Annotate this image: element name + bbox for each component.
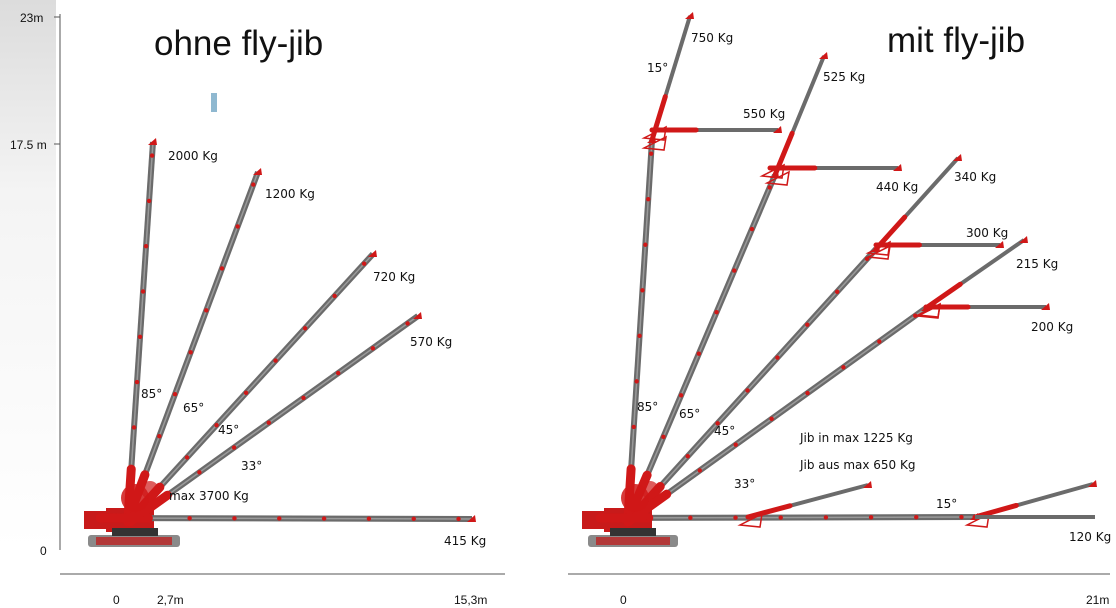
- jib-angle-label: 15°: [647, 61, 668, 75]
- x-label: 15,3m: [454, 593, 487, 607]
- angle-label-15: 15°: [936, 497, 957, 511]
- angle-label-33: 33°: [734, 477, 755, 491]
- jib-load-label-65: 525 Kg: [823, 70, 865, 84]
- jib-load-label-45: 340 Kg: [954, 170, 996, 184]
- load-label-15: 120 Kg: [1069, 530, 1111, 544]
- x-label: 21m: [1086, 593, 1109, 607]
- panel-title: ohne fly-jib: [154, 24, 323, 63]
- angle-label-85: 85°: [637, 400, 658, 414]
- jib-long-15deg: [964, 480, 1097, 528]
- jib-85-0deg: [641, 125, 782, 141]
- jib-load-label-33: 215 Kg: [1016, 257, 1058, 271]
- y-axis-shade: [0, 0, 56, 550]
- load-label-0: 415 Kg: [444, 534, 486, 548]
- x-label: 0: [113, 593, 120, 607]
- angle-label-33: 33°: [241, 459, 262, 473]
- panel-title: mit fly-jib: [887, 21, 1025, 60]
- note-max-load: max 3700 Kg: [169, 489, 249, 503]
- panel-mit-fly-jib: mit fly-jib 0 21m 750 Kg 15° 550 Kg 525 …: [568, 12, 1111, 607]
- boom-65: [623, 171, 779, 525]
- angle-label-65: 65°: [183, 401, 204, 415]
- x-label: 2,7m: [157, 593, 184, 607]
- panel-ohne-fly-jib: ohne fly-jib 23m 17.5 m 0 0 2,7m 15,3m 2…: [10, 11, 505, 607]
- load-label-65: 440 Kg: [876, 180, 918, 194]
- x-label: 0: [620, 593, 627, 607]
- note-jib-aus: Jib aus max 650 Kg: [799, 458, 916, 472]
- angle-label-85: 85°: [141, 387, 162, 401]
- boom-0: [95, 513, 476, 523]
- load-label-45: 300 Kg: [966, 226, 1008, 240]
- angle-label-65: 65°: [679, 407, 700, 421]
- y-label-zero: 0: [40, 544, 47, 558]
- boom-45: [123, 250, 377, 527]
- load-label-33: 570 Kg: [410, 335, 452, 349]
- note-jib-in: Jib in max 1225 Kg: [799, 431, 913, 445]
- load-label-45: 720 Kg: [373, 270, 415, 284]
- load-label-65: 1200 Kg: [265, 187, 315, 201]
- angle-label-45: 45°: [714, 424, 735, 438]
- blue-marker: [211, 93, 217, 112]
- load-label-85: 550 Kg: [743, 107, 785, 121]
- y-label-top: 23m: [20, 11, 43, 25]
- y-label-mid: 17.5 m: [10, 138, 47, 152]
- load-label-33: 200 Kg: [1031, 320, 1073, 334]
- jib-65-0deg: [759, 163, 902, 179]
- angle-label-45: 45°: [218, 423, 239, 437]
- jib-load-label-85: 750 Kg: [691, 31, 733, 45]
- boom-0: [595, 513, 979, 523]
- jib-45-0deg: [865, 240, 1004, 256]
- jib-33-0deg: [915, 302, 1050, 318]
- load-label-85: 2000 Kg: [168, 149, 218, 163]
- jib-short-15deg: [737, 481, 872, 528]
